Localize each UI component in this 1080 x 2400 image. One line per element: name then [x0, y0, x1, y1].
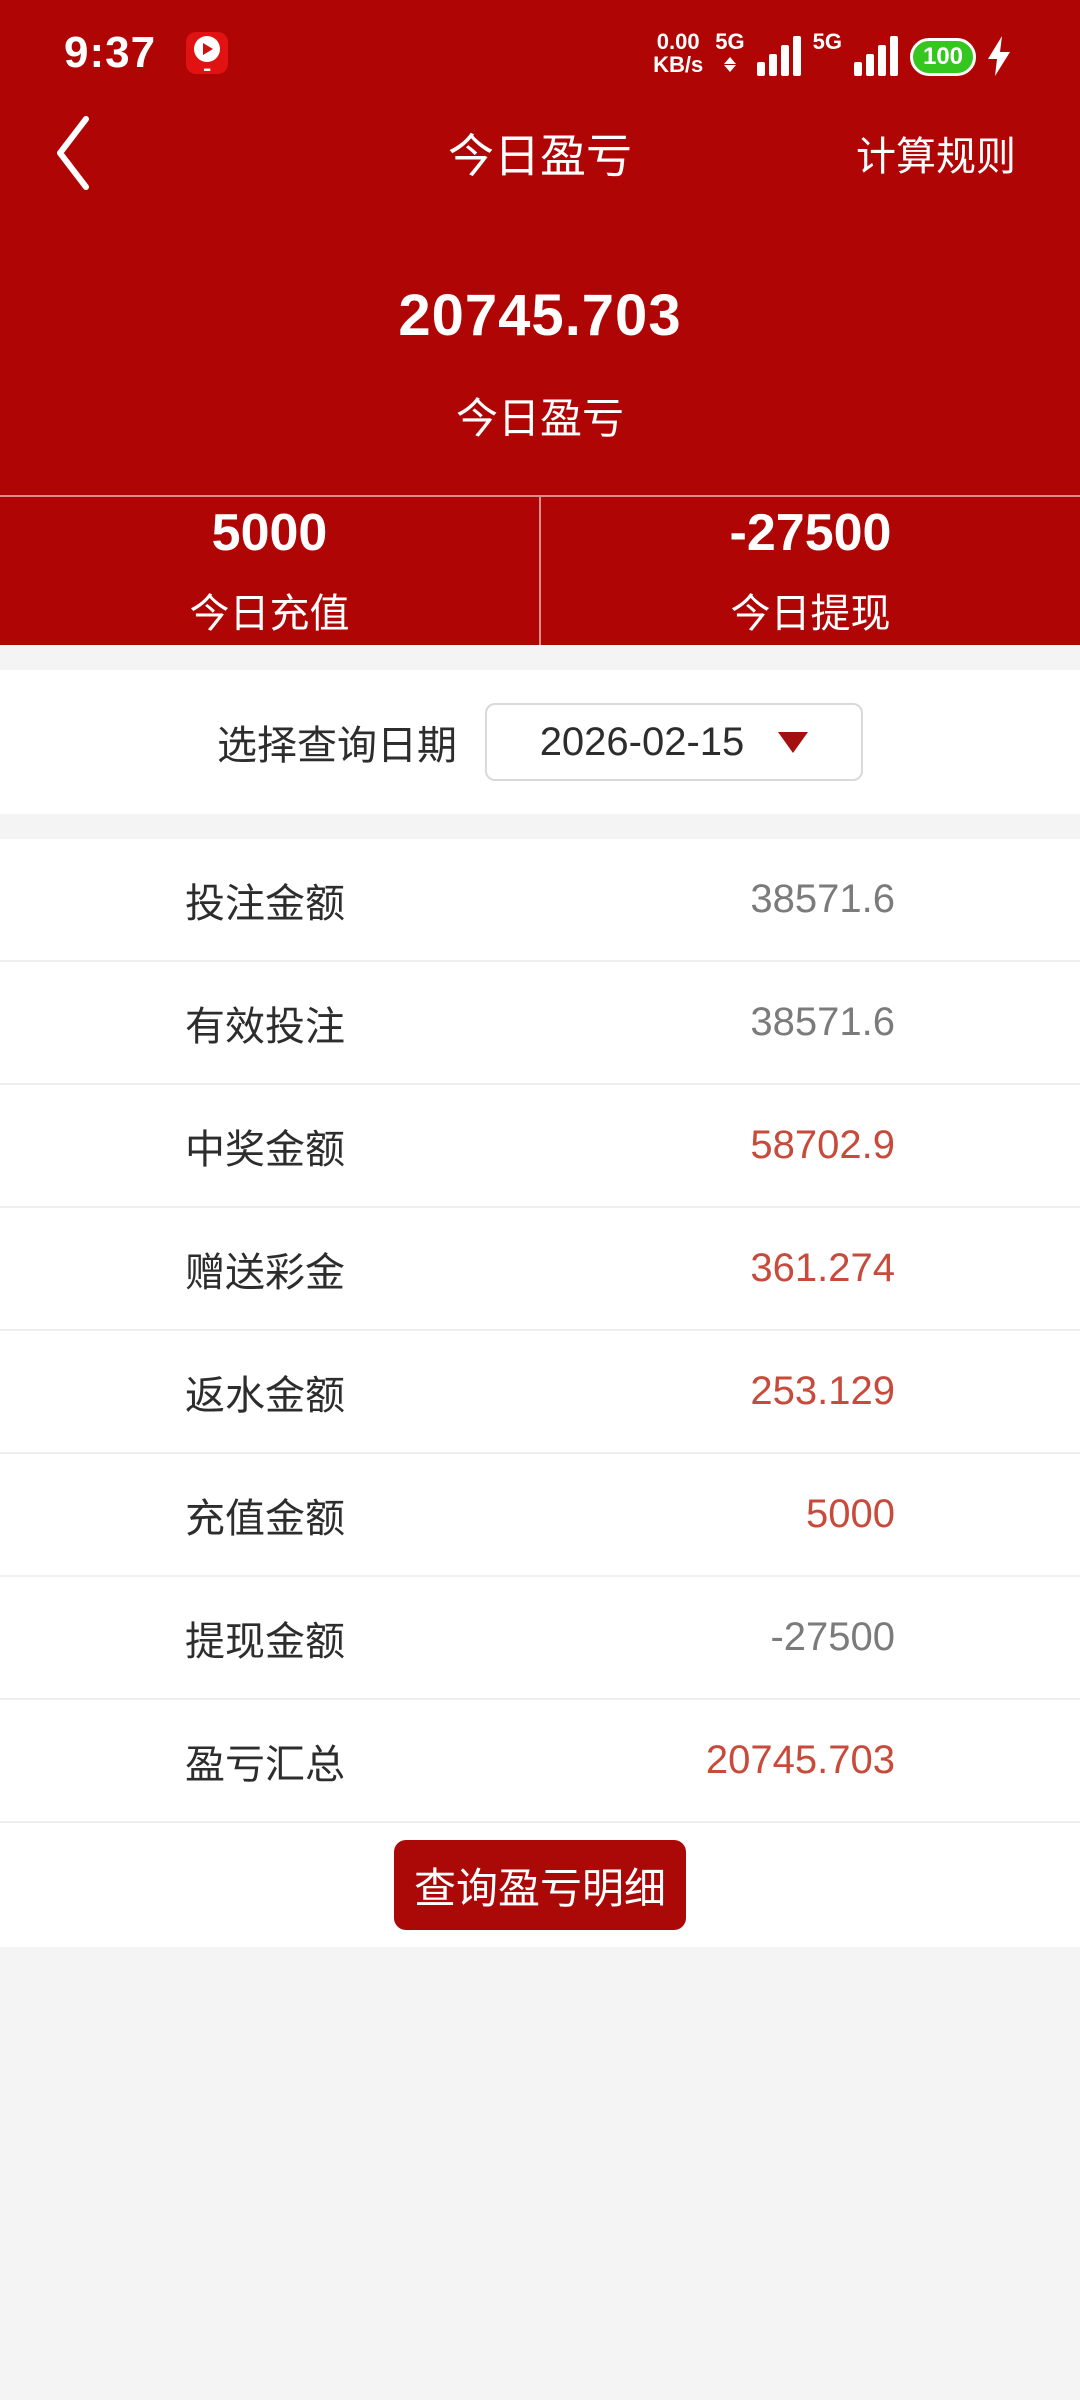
- footer-space: [0, 1947, 1080, 2400]
- hero-section: 9:37 ▂ 0.00 KB/s 5G 5G: [0, 0, 1080, 645]
- signal-bars-icon: [756, 32, 801, 76]
- sim1-network: 5G: [715, 31, 745, 76]
- status-bar: 9:37 ▂ 0.00 KB/s 5G 5G: [0, 0, 1080, 92]
- divider-band: [0, 645, 1080, 670]
- selected-date: 2026-02-15: [539, 719, 745, 764]
- date-select[interactable]: 2026-02-15: [485, 703, 863, 781]
- withdraw-label: 今日提现: [730, 592, 891, 636]
- summary-row: 提现金额 -27500: [0, 1577, 1080, 1700]
- video-app-icon: ▂: [186, 32, 229, 74]
- nav-bar: 今日盈亏 计算规则: [0, 92, 1080, 214]
- clock: 9:37: [64, 28, 157, 77]
- sim2-network: 5G: [812, 29, 842, 54]
- network-speed-indicator: 0.00 KB/s: [653, 29, 704, 77]
- todays-profit-summary: 20745.703 今日盈亏: [0, 214, 1080, 495]
- back-chevron-icon[interactable]: [50, 113, 96, 193]
- query-profit-detail-button[interactable]: 查询盈亏明细: [394, 1840, 686, 1930]
- date-picker-row: 选择查询日期 2026-02-15: [0, 670, 1080, 814]
- status-icons: 0.00 KB/s 5G 5G 100: [653, 30, 1010, 76]
- summary-row: 盈亏汇总 20745.703: [0, 1700, 1080, 1823]
- page-title: 今日盈亏: [448, 130, 632, 182]
- summary-row: 返水金额 253.129: [0, 1331, 1080, 1454]
- deposit-withdraw-columns: 5000 今日充值 -27500 今日提现: [0, 495, 1080, 645]
- date-picker-label: 选择查询日期: [217, 724, 457, 768]
- battery-icon: 100: [910, 38, 976, 76]
- summary-list: 投注金额 38571.6 有效投注 38571.6 中奖金额 58702.9 赠…: [0, 839, 1080, 1823]
- profit-amount-label: 今日盈亏: [455, 395, 624, 442]
- summary-row: 赠送彩金 361.274: [0, 1208, 1080, 1331]
- signal-bars-icon: [854, 32, 898, 76]
- play-disc-icon: [194, 35, 221, 62]
- summary-row: 投注金额 38571.6: [0, 839, 1080, 962]
- summary-row: 中奖金额 58702.9: [0, 1085, 1080, 1208]
- withdraw-value: -27500: [729, 504, 892, 562]
- charging-bolt-icon: [988, 36, 1010, 76]
- profit-amount: 20745.703: [398, 283, 682, 348]
- summary-row: 充值金额 5000: [0, 1454, 1080, 1577]
- button-row: 查询盈亏明细: [0, 1823, 1080, 1947]
- calculation-rules-link[interactable]: 计算规则: [856, 135, 1016, 179]
- today-withdraw-column: -27500 今日提现: [539, 497, 1080, 645]
- today-deposit-column: 5000 今日充值: [0, 497, 539, 645]
- summary-row: 有效投注 38571.6: [0, 962, 1080, 1085]
- deposit-label: 今日充值: [189, 592, 350, 636]
- deposit-value: 5000: [211, 504, 328, 562]
- divider-band: [0, 814, 1080, 839]
- updown-arrows-icon: [723, 53, 736, 76]
- caret-down-icon: [778, 731, 809, 753]
